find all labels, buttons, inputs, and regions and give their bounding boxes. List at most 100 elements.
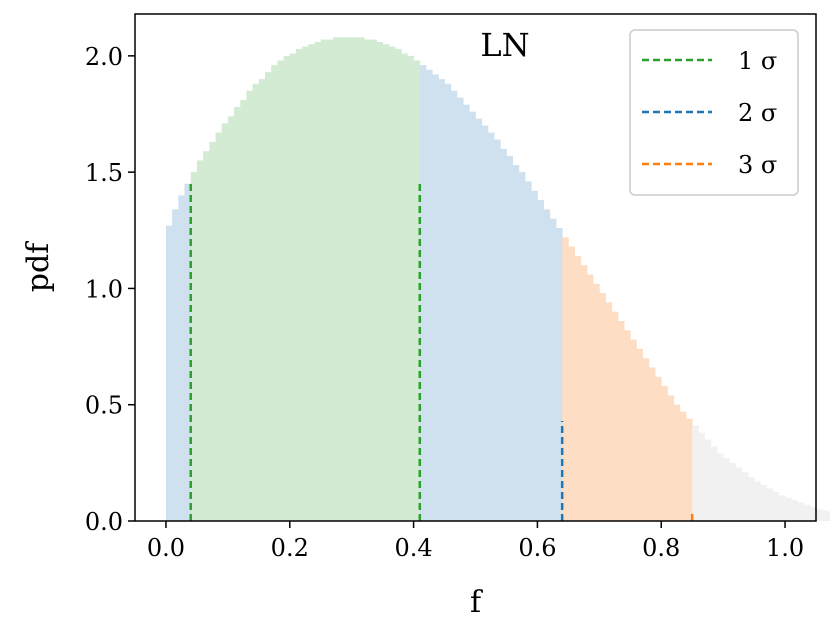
- histogram-bar: [593, 283, 600, 521]
- histogram-bar: [252, 83, 260, 522]
- histogram-bar: [803, 504, 811, 521]
- histogram-bar: [469, 111, 476, 522]
- histogram-bar: [333, 37, 340, 521]
- histogram-bar: [655, 376, 662, 521]
- histogram-bar: [543, 209, 551, 522]
- histogram-bar: [339, 37, 346, 521]
- histogram-bar: [500, 148, 507, 522]
- histogram-bar: [413, 60, 421, 521]
- histogram-bar: [791, 500, 798, 521]
- histogram-bar: [221, 123, 229, 521]
- histogram-bar: [395, 48, 402, 522]
- histogram-bar: [648, 367, 656, 521]
- histogram-bar: [475, 118, 483, 522]
- histogram-bar: [809, 507, 817, 521]
- histogram-bar: [227, 116, 235, 522]
- histogram-bar: [196, 160, 204, 521]
- histogram-bar: [450, 90, 458, 521]
- histogram-bar: [760, 484, 767, 521]
- histogram-bar: [456, 97, 464, 522]
- y-tick-label: 0.5: [85, 392, 123, 420]
- histogram-bar: [599, 293, 606, 521]
- x-tick-label: 0.8: [642, 534, 680, 562]
- histogram-bar: [178, 195, 185, 521]
- histogram-bar: [277, 60, 284, 521]
- histogram-bar: [772, 491, 780, 521]
- histogram-bar: [741, 472, 749, 521]
- histogram-bar: [747, 476, 755, 521]
- histogram-bar: [716, 453, 724, 521]
- histogram-bar: [586, 274, 594, 521]
- histogram-bar: [271, 65, 278, 522]
- histogram-bar: [190, 172, 198, 521]
- histogram-bar: [209, 141, 216, 521]
- x-tick-label: 0.2: [271, 534, 309, 562]
- histogram-bar: [580, 265, 588, 521]
- y-axis-label: pdf: [21, 241, 56, 292]
- histogram-bar: [816, 509, 823, 521]
- histogram-bar: [785, 497, 792, 521]
- sigma-lines: [189, 183, 694, 521]
- y-tick-label: 0.0: [85, 508, 123, 536]
- histogram-bar: [370, 39, 377, 521]
- histogram-bar: [345, 37, 353, 521]
- histogram-bar: [184, 183, 192, 522]
- histogram-bar: [661, 386, 668, 521]
- histogram-bar: [364, 39, 371, 521]
- histogram-bar: [729, 462, 736, 521]
- histogram-bar: [605, 302, 613, 521]
- histogram-bar: [624, 330, 631, 521]
- histogram-bar: [555, 227, 563, 521]
- histogram-bar: [308, 44, 315, 521]
- axes-frame: [134, 13, 817, 522]
- histogram-bar: [265, 72, 272, 521]
- histogram-bar: [357, 37, 365, 521]
- y-tick-label: 1.0: [85, 275, 123, 303]
- histogram-bar: [425, 69, 433, 521]
- legend-entry-label: 2 σ: [738, 99, 777, 127]
- histogram-bar: [574, 255, 582, 521]
- histogram-bar: [240, 100, 247, 521]
- histogram-bar: [283, 55, 291, 521]
- histogram-bar: [314, 41, 322, 521]
- histogram-bar: [766, 488, 774, 521]
- histogram-bar: [401, 53, 408, 522]
- histogram-bar: [642, 358, 650, 521]
- histogram-bar: [302, 46, 309, 521]
- histogram-bar: [698, 432, 705, 521]
- histogram-bar: [754, 481, 761, 521]
- histogram-bar: [636, 348, 644, 521]
- x-tick-label: 1.0: [766, 534, 804, 562]
- histogram-bar: [692, 425, 699, 521]
- histogram-bar: [617, 320, 625, 521]
- y-tick-label: 1.5: [85, 159, 123, 187]
- histogram-bar: [518, 172, 526, 521]
- legend: 1 σ 2 σ 3 σ: [629, 29, 799, 196]
- histogram-bar: [376, 41, 384, 521]
- histogram-bar: [667, 395, 675, 521]
- histogram-bar: [487, 132, 495, 521]
- histogram-bar: [481, 125, 489, 521]
- histogram-bar: [531, 190, 538, 521]
- histogram-bar: [407, 55, 414, 521]
- histogram-bar: [246, 90, 254, 521]
- histogram-bar: [419, 65, 427, 522]
- legend-entry-label: 1 σ: [738, 47, 777, 75]
- histogram-bar: [562, 237, 569, 521]
- x-tick-label: 0.4: [395, 534, 433, 562]
- histogram-bar: [568, 246, 575, 522]
- histogram-bar: [778, 495, 786, 521]
- histogram-bar: [506, 155, 514, 521]
- histogram-bar: [172, 209, 179, 522]
- histogram-bar: [258, 79, 266, 521]
- histogram-bar: [351, 37, 359, 521]
- histogram-bar: [165, 225, 173, 521]
- histogram-bar: [234, 107, 241, 521]
- histogram-bar: [494, 139, 501, 521]
- histogram-bar: [673, 404, 681, 521]
- histogram-bar: [203, 151, 210, 522]
- histogram-bar: [463, 104, 470, 521]
- y-axis-ticks: 0.0 0.5 1.0 1.5 2.0: [85, 43, 135, 536]
- histogram-bar: [630, 339, 637, 521]
